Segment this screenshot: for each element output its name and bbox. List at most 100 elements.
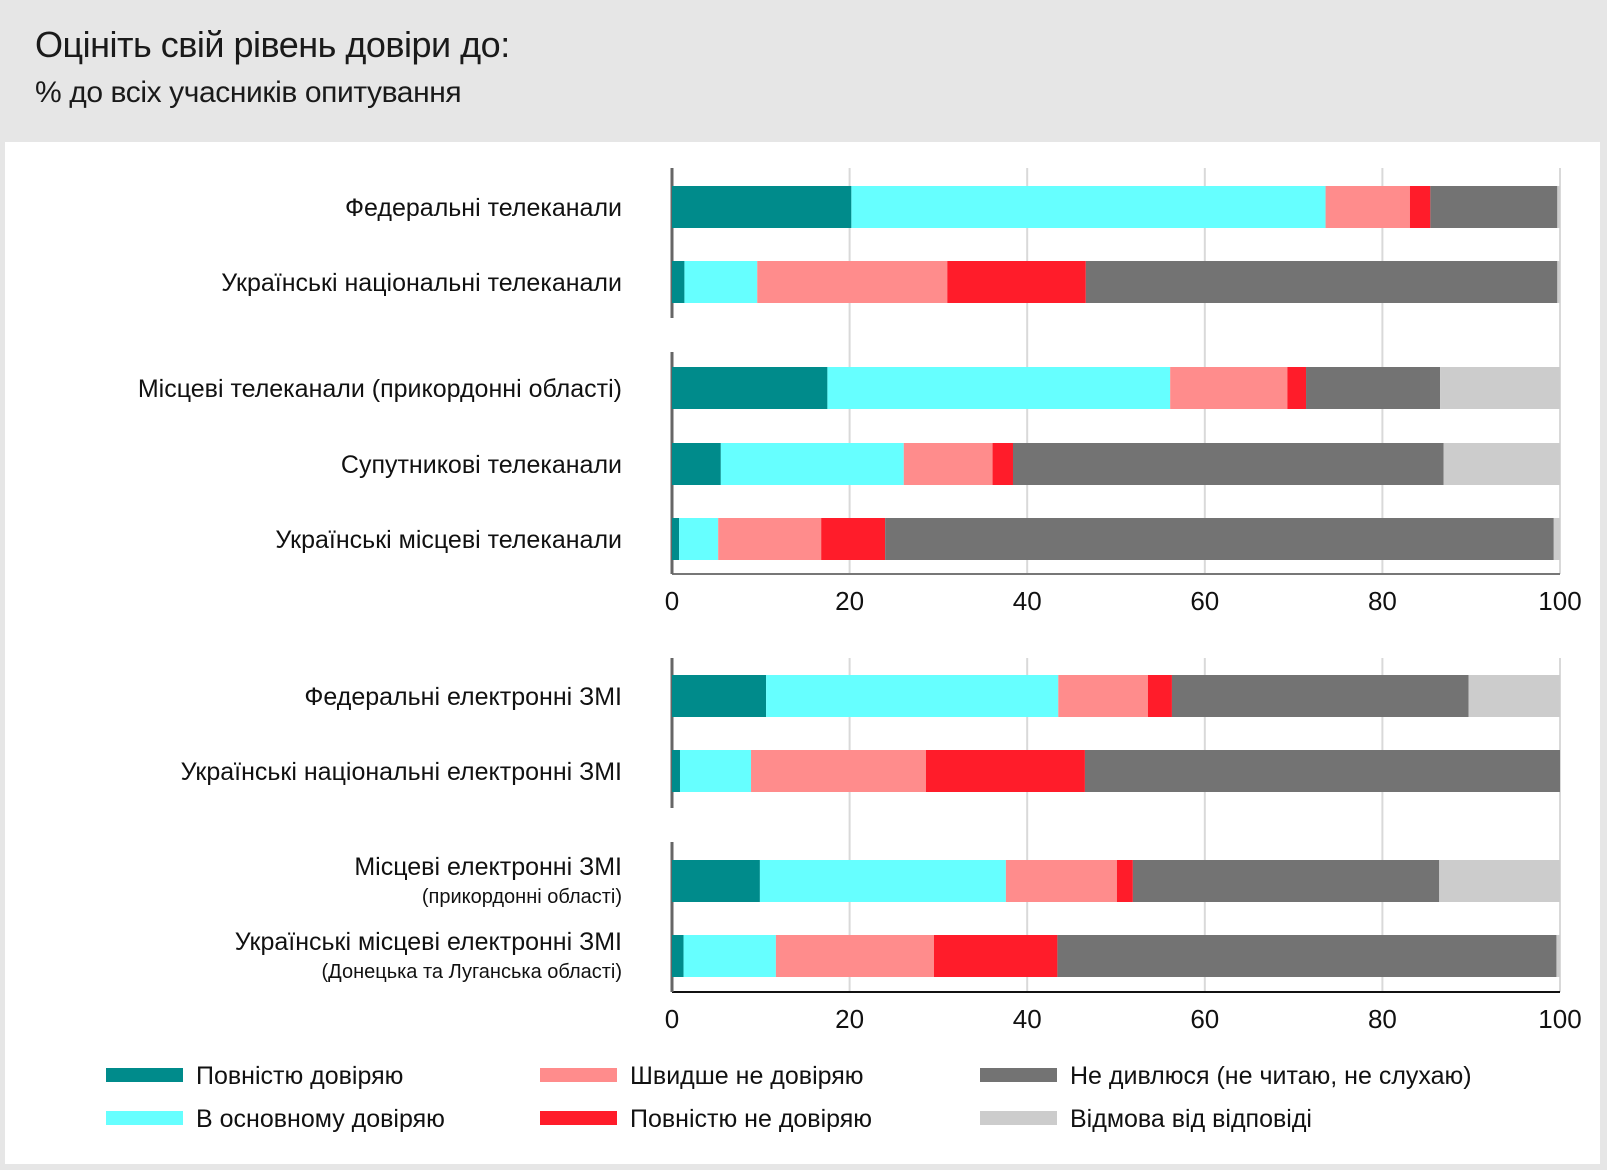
bar-row: Українські національні електронні ЗМІ bbox=[181, 750, 1560, 792]
legend-label: Не дивлюся (не читаю, не слухаю) bbox=[1070, 1062, 1472, 1090]
bar-segment bbox=[1287, 367, 1307, 409]
bar-segment bbox=[1440, 367, 1560, 409]
legend-item: Швидше не довіряю bbox=[540, 1062, 864, 1090]
bar-segment bbox=[827, 367, 1171, 409]
bar-segment bbox=[1084, 750, 1560, 792]
legend-swatch bbox=[106, 1068, 183, 1082]
bar-segment bbox=[679, 750, 752, 792]
legend-item: В основному довіряю bbox=[106, 1105, 445, 1133]
bar-segment bbox=[1132, 860, 1440, 902]
category-label: Супутникові телеканали bbox=[341, 451, 622, 479]
bar-row: Місцеві електронні ЗМІ (прикордонні облас… bbox=[354, 853, 1560, 908]
category-label: Місцеві електронні ЗМІ bbox=[354, 853, 622, 881]
bar-segment bbox=[720, 443, 904, 485]
bar-segment bbox=[672, 935, 684, 977]
bar-segment bbox=[718, 518, 822, 560]
bar-segment bbox=[1058, 675, 1148, 717]
bar-segment bbox=[851, 186, 1326, 228]
bar-segment bbox=[947, 261, 1086, 303]
chart-panel-2: 0 20 40 60 80 100 Федеральні електронні ЗМІ Укр… bbox=[181, 658, 1582, 1034]
category-label: Федеральні електронні ЗМІ bbox=[304, 683, 622, 711]
legend-label: Повністю довіряю bbox=[196, 1062, 403, 1090]
bar-segment bbox=[751, 750, 926, 792]
bar-segment bbox=[672, 261, 685, 303]
legend-swatch bbox=[980, 1068, 1057, 1082]
bar-row: Українські місцеві електронні ЗМІ (Донець… bbox=[235, 928, 1560, 983]
x-tick-label: 100 bbox=[1538, 586, 1581, 616]
bar-segment bbox=[672, 750, 680, 792]
bar-segment bbox=[1116, 860, 1133, 902]
legend-label: Відмова від відповіді bbox=[1070, 1105, 1312, 1133]
bar-segment bbox=[1409, 186, 1431, 228]
category-label: Українські національні телеканали bbox=[221, 269, 622, 297]
category-label: Місцеві телеканали (прикордонні області) bbox=[138, 375, 622, 403]
bar-segment bbox=[1012, 443, 1444, 485]
x-tick-label: 60 bbox=[1190, 586, 1219, 616]
bar-segment bbox=[672, 367, 828, 409]
legend-item: Повністю довіряю bbox=[106, 1062, 403, 1090]
bar-segment bbox=[821, 518, 886, 560]
legend: Повністю довіряю В основному довіряю Швидш… bbox=[106, 1062, 1472, 1133]
bar-segment bbox=[925, 750, 1085, 792]
bar-segment bbox=[684, 261, 758, 303]
chart-subtitle: % до всіх учасників опитування bbox=[35, 76, 462, 109]
legend-item: Повністю не довіряю bbox=[540, 1105, 872, 1133]
bar-row: Місцеві телеканали (прикордонні області) bbox=[138, 367, 1560, 409]
bar-row: Федеральні електронні ЗМІ bbox=[304, 675, 1560, 717]
bar-segment bbox=[1085, 261, 1558, 303]
bar-row: Супутникові телеканали bbox=[341, 443, 1560, 485]
bar-segment bbox=[1553, 518, 1560, 560]
chart-title: Оцініть свій рівень довіри до: bbox=[35, 24, 510, 65]
bar-segment bbox=[683, 935, 776, 977]
bar-segment bbox=[1557, 261, 1560, 303]
x-tick-label: 0 bbox=[665, 1004, 679, 1034]
x-tick-label: 40 bbox=[1013, 1004, 1042, 1034]
bar-segment bbox=[672, 675, 767, 717]
bar-segment bbox=[1171, 675, 1469, 717]
legend-label: Швидше не довіряю bbox=[630, 1062, 864, 1090]
chart-header: Оцініть свій рівень довіри до: % до всіх… bbox=[0, 0, 1607, 140]
bar-segment bbox=[1057, 935, 1557, 977]
x-tick-label: 100 bbox=[1538, 1004, 1581, 1034]
category-label: Українські місцеві телеканали bbox=[275, 526, 622, 554]
bar-segment bbox=[1147, 675, 1172, 717]
bar-segment bbox=[903, 443, 993, 485]
bar-segment bbox=[775, 935, 934, 977]
category-sublabel: (прикордонні області) bbox=[422, 886, 622, 908]
bar-segment bbox=[933, 935, 1058, 977]
bar-segment bbox=[757, 261, 948, 303]
legend-item: Відмова від відповіді bbox=[980, 1105, 1312, 1133]
category-label: Українські місцеві електронні ЗМІ bbox=[235, 928, 622, 956]
bar-segment bbox=[1430, 186, 1558, 228]
x-tick-label: 20 bbox=[835, 1004, 864, 1034]
bar-segment bbox=[1005, 860, 1117, 902]
legend-swatch bbox=[106, 1111, 183, 1125]
bar-segment bbox=[672, 860, 760, 902]
bar-segment bbox=[885, 518, 1554, 560]
legend-label: Повністю не довіряю bbox=[630, 1105, 872, 1133]
legend-swatch bbox=[540, 1111, 617, 1125]
category-label: Федеральні телеканали bbox=[345, 194, 622, 222]
chart-panel bbox=[5, 142, 1600, 1164]
bar-segment bbox=[1557, 186, 1560, 228]
bar-segment bbox=[1556, 935, 1560, 977]
bar-segment bbox=[1306, 367, 1441, 409]
bar-segment bbox=[1325, 186, 1410, 228]
chart-panel-1: 0 20 40 60 80 100 Федеральні телеканали Українс… bbox=[138, 168, 1582, 616]
bar-segment bbox=[1439, 860, 1560, 902]
x-tick-label: 60 bbox=[1190, 1004, 1219, 1034]
bar-segment bbox=[672, 518, 680, 560]
bar-segment bbox=[672, 443, 721, 485]
bar-segment bbox=[992, 443, 1013, 485]
legend-item: Не дивлюся (не читаю, не слухаю) bbox=[980, 1062, 1472, 1090]
bar-segment bbox=[1170, 367, 1288, 409]
x-tick-label: 0 bbox=[665, 586, 679, 616]
bar-row: Українські національні телеканали bbox=[221, 261, 1560, 303]
bar-segment bbox=[766, 675, 1059, 717]
bar-segment bbox=[1468, 675, 1560, 717]
x-tick-label: 80 bbox=[1368, 586, 1397, 616]
bar-segment bbox=[1443, 443, 1560, 485]
bar-row: Федеральні телеканали bbox=[345, 186, 1560, 228]
x-tick-label: 20 bbox=[835, 586, 864, 616]
